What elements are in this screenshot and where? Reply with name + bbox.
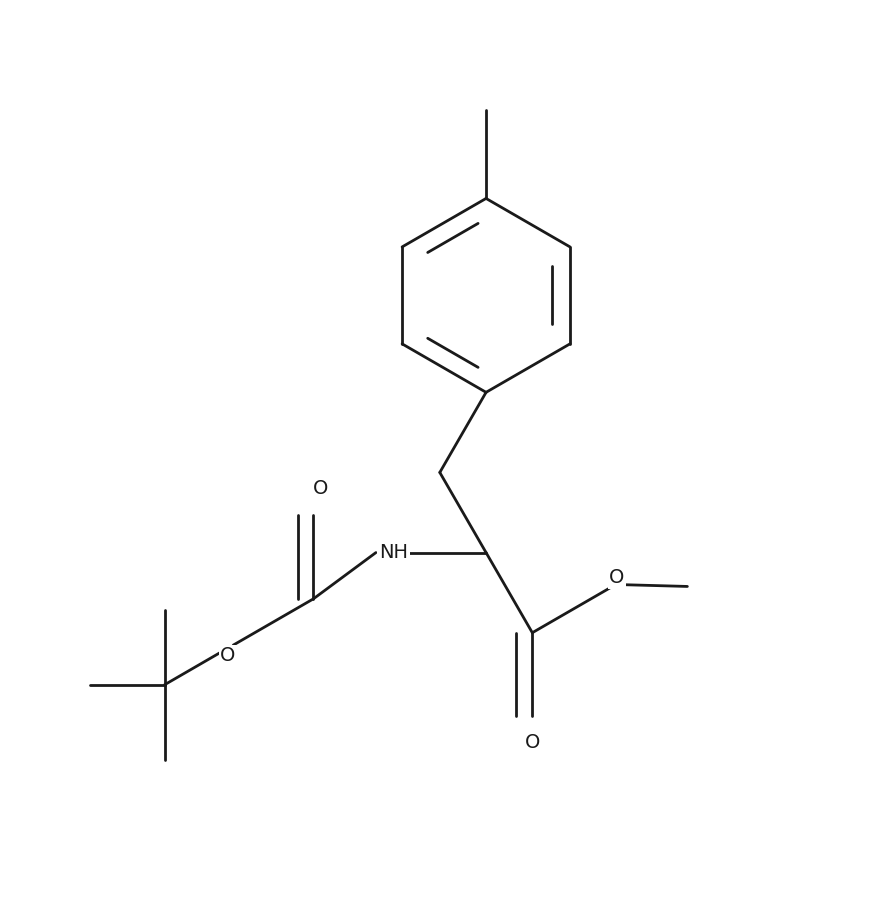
Text: O: O <box>220 646 236 666</box>
Text: O: O <box>313 479 328 498</box>
Text: O: O <box>524 734 540 753</box>
Text: O: O <box>609 568 625 587</box>
Text: NH: NH <box>379 543 408 562</box>
